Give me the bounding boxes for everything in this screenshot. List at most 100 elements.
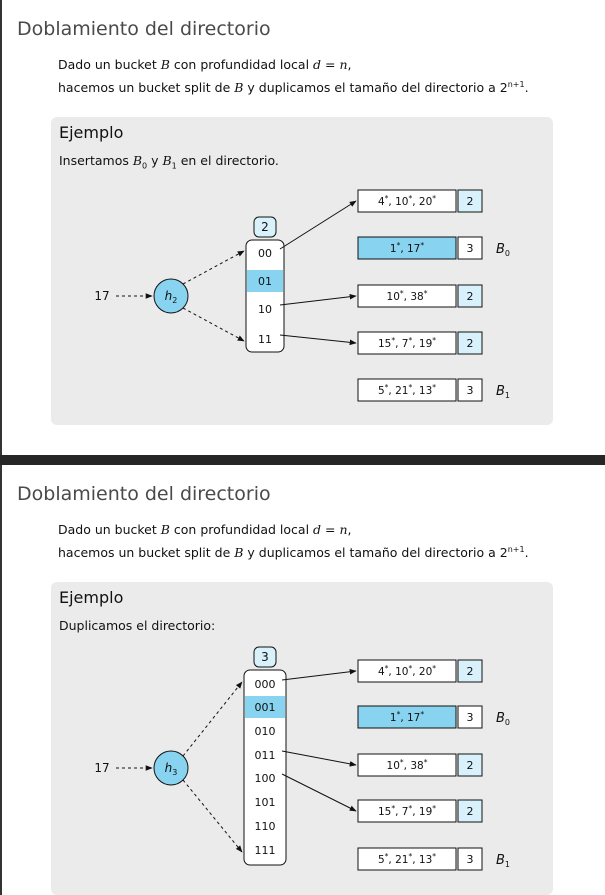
hash-function-label: h3: [165, 761, 178, 777]
bucket-content: 5*, 21*, 13*: [378, 852, 436, 867]
bucket-local-depth: 3: [467, 242, 474, 255]
directory-entry: 01: [258, 275, 272, 288]
bucket-local-depth: 2: [467, 337, 474, 350]
bucket-label: B1: [496, 384, 510, 400]
bucket-box: [357, 284, 457, 308]
bucket-local-depth-box: [457, 799, 483, 823]
slide-2: Doblamiento del directorio Dado un bucke…: [0, 465, 605, 895]
directory-entry-highlight: [247, 270, 283, 292]
bucket-local-depth-box: [457, 705, 483, 729]
bucket-local-depth: 2: [467, 759, 474, 772]
bucket-label: B0: [496, 711, 510, 727]
bucket-content: 1*, 17*: [390, 241, 424, 256]
block-text: Insertamos B0 y B1 en el directorio.: [59, 153, 279, 171]
bucket-local-depth-box: [457, 753, 483, 777]
bucket-content: 5*, 21*, 13*: [378, 383, 436, 398]
bucket-label: B1: [496, 853, 510, 869]
slide-separator: [0, 455, 605, 465]
bucket-local-depth-box: [457, 236, 483, 260]
intro-line-2: hacemos un bucket split de B y duplicamo…: [58, 545, 529, 561]
bucket-box: [357, 753, 457, 777]
hash-function-node: [153, 750, 189, 786]
bucket-local-depth: 3: [467, 711, 474, 724]
intro-text: Dado un bucket B con profundidad local d…: [58, 55, 529, 98]
hash-function-node: [153, 278, 189, 314]
search-key: 17: [94, 289, 109, 303]
bucket-box: [357, 659, 457, 683]
intro-text: Dado un bucket B con profundidad local d…: [58, 520, 529, 563]
bucket-content: 15*, 7*, 19*: [378, 336, 436, 351]
bucket-content: 1*, 17*: [390, 710, 424, 725]
bucket-local-depth-box: [457, 659, 483, 683]
directory-entry: 011: [255, 749, 276, 762]
bucket-local-depth: 2: [467, 805, 474, 818]
directory-pointer: [279, 293, 357, 306]
global-depth-box: [253, 216, 277, 238]
bucket-local-depth: 2: [467, 195, 474, 208]
bucket-box: [357, 331, 457, 355]
directory-pointer: [281, 773, 357, 812]
bucket-local-depth-box: [457, 284, 483, 308]
slide-edge: [0, 0, 2, 455]
bucket-box: [357, 378, 457, 402]
bucket-label: B0: [496, 242, 510, 258]
directory-pointer: [279, 200, 357, 250]
bucket-local-depth-box: [457, 189, 483, 213]
bucket-local-depth: 3: [467, 384, 474, 397]
bucket-local-depth-box: [457, 331, 483, 355]
bucket-content: 10*, 38*: [387, 289, 428, 304]
extendible-hash-diagram: 17 h2 2 00 01 10 11 4*, 10*, 20* 2 1*, 17* 3 B0 10*,…: [94, 189, 510, 402]
bucket-box: [357, 705, 457, 729]
bucket-local-depth: 2: [467, 665, 474, 678]
bucket-content: 10*, 38*: [387, 758, 428, 773]
directory-entry: 000: [255, 678, 276, 691]
directory-entry: 00: [258, 247, 272, 260]
extendible-hash-diagram: 17 h3 3 000 001 010 011 100 101 110 111 4*, 10*, 20…: [94, 646, 510, 871]
hash-arrow-top: [182, 681, 243, 757]
slide-title: Doblamiento del directorio: [17, 18, 271, 40]
directory-pointer: [281, 668, 357, 681]
directory-entry: 111: [255, 844, 276, 857]
directory-pointer: [279, 334, 357, 346]
slide-edge: [0, 465, 2, 895]
directory-pointer: [281, 750, 357, 767]
bucket-content: 15*, 7*, 19*: [378, 804, 436, 819]
directory-entry: 11: [258, 333, 272, 346]
directory-box: [243, 669, 287, 866]
bucket-content: 4*, 10*, 20*: [378, 194, 436, 209]
slide-title: Doblamiento del directorio: [17, 483, 271, 505]
bucket-local-depth: 2: [467, 290, 474, 303]
directory-entry: 100: [255, 772, 276, 785]
bucket-local-depth-box: [457, 847, 483, 871]
bucket-box: [357, 236, 457, 260]
directory-box: [245, 239, 285, 353]
slide-1: Doblamiento del directorio Dado un bucke…: [0, 0, 553, 455]
bucket-box: [357, 847, 457, 871]
search-key: 17: [94, 761, 109, 775]
global-depth-value: 3: [261, 650, 269, 664]
intro-line-1: Dado un bucket B con profundidad local d…: [58, 57, 352, 72]
block-text: Duplicamos el directorio:: [59, 618, 216, 633]
global-depth-value: 2: [261, 220, 269, 234]
hash-arrow-top: [182, 250, 245, 285]
bucket-box: [357, 799, 457, 823]
block-title: Ejemplo: [59, 588, 124, 607]
intro-line-2: hacemos un bucket split de B y duplicamo…: [58, 80, 529, 96]
global-depth-box: [253, 646, 277, 668]
bucket-content: 4*, 10*, 20*: [378, 664, 436, 679]
hash-arrow-bottom: [182, 307, 245, 342]
block-title: Ejemplo: [59, 123, 124, 142]
bucket-box: [357, 189, 457, 213]
hash-function-label: h2: [165, 289, 178, 305]
bucket-local-depth-box: [457, 378, 483, 402]
directory-entry: 010: [255, 725, 276, 738]
directory-entry: 10: [258, 303, 272, 316]
example-block: Ejemplo Insertamos B0 y B1 en el directo…: [51, 117, 553, 425]
directory-entry: 101: [255, 796, 276, 809]
example-block: Ejemplo Duplicamos el directorio:: [51, 582, 553, 895]
directory-entry-highlight: [245, 696, 285, 718]
bucket-local-depth: 3: [467, 853, 474, 866]
intro-line-1: Dado un bucket B con profundidad local d…: [58, 522, 352, 537]
directory-entry: 001: [255, 701, 276, 714]
hash-arrow-bottom: [182, 779, 243, 853]
